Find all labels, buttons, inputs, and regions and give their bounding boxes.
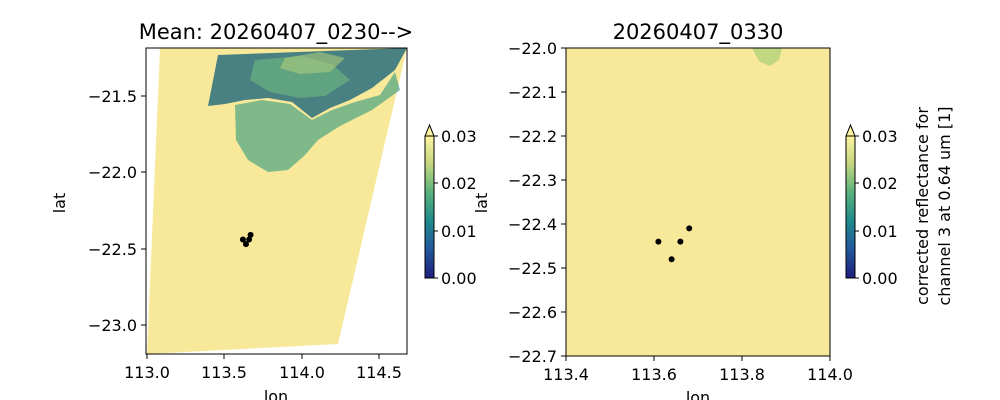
panel2-scatter-point	[668, 256, 675, 263]
panel2-cbar-label-line1: corrected reflectance for	[913, 107, 932, 305]
panel1-mid-region	[235, 72, 400, 172]
panel2-ytick: −22.7	[508, 347, 557, 366]
panel2-plot-area	[566, 48, 830, 356]
panel1-cbar-tick: 0.01	[441, 222, 477, 241]
panel2-title: 20260407_0330	[613, 20, 784, 45]
panel1-yaxis: −21.5 −22.0 −22.5 −23.0	[88, 87, 146, 335]
panel1-scatter-point	[247, 231, 254, 238]
panel2-xtick: 114.0	[807, 365, 853, 384]
panel1-scatter-point	[239, 236, 246, 243]
panel2-ytick: −22.0	[508, 39, 557, 58]
panel2-xtick: 113.6	[631, 365, 677, 384]
panel2-scatter-point	[655, 238, 662, 245]
panel2-cbar-tick: 0.00	[862, 269, 898, 288]
panel2-xtick: 113.4	[543, 365, 589, 384]
panel1-plot-area	[147, 48, 407, 354]
panel2-points	[655, 225, 693, 263]
panel1-title: Mean: 20260407_0230-->	[139, 20, 414, 45]
panel2-colorbar: 0.03 0.02 0.01 0.00 corrected reflectanc…	[845, 106, 954, 306]
panel2-edge-patch	[752, 48, 782, 66]
panel1-colorbar: 0.03 0.02 0.01 0.00	[424, 123, 477, 288]
panel1-xlabel: lon	[264, 387, 288, 400]
panel1-xtick: 113.0	[124, 363, 170, 382]
panel1-cbar-tick: 0.00	[441, 269, 477, 288]
panel2-yaxis: −22.0 −22.1 −22.2 −22.3 −22.4 −22.5 −22.…	[508, 39, 566, 366]
panel1-scatter-point	[243, 241, 249, 248]
panel1-ylabel: lat	[50, 193, 69, 214]
panel1-points	[239, 231, 254, 248]
panel1-ytick: −21.5	[88, 87, 137, 106]
panel1-xtick: 113.5	[201, 363, 247, 382]
panel2-ytick: −22.3	[508, 171, 557, 190]
panel1-ytick: −22.0	[88, 163, 137, 182]
panel2-frame	[565, 47, 831, 357]
panel2-ytick: −22.5	[508, 259, 557, 278]
panel2-xtick: 113.8	[719, 365, 765, 384]
panel2-xlabel: lon	[686, 388, 710, 400]
panel2-cbar-tick: 0.03	[862, 127, 898, 146]
panel2-cbar-tick: 0.02	[862, 174, 898, 193]
panel2-ylabel: lat	[472, 193, 491, 214]
panel1-xtick: 114.0	[279, 363, 325, 382]
panel1-xtick: 114.5	[356, 363, 402, 382]
panel1-light-patch	[280, 52, 345, 74]
panel1-scatter-point	[246, 236, 253, 243]
panel1-ytick: −23.0	[88, 316, 137, 335]
panel2-scatter-point	[677, 238, 684, 245]
panel1-xaxis: 113.0 113.5 114.0 114.5	[124, 354, 402, 382]
panel2-xaxis: 113.4 113.6 113.8 114.0	[543, 356, 853, 384]
panel2-cbar-label-line2: channel 3 at 0.64 um [1]	[935, 106, 954, 305]
panel1-cbar-tick: 0.02	[441, 174, 477, 193]
panel1-frame	[145, 47, 408, 355]
panel2-scatter-point	[686, 225, 693, 232]
panel1-ytick: −22.5	[88, 240, 137, 259]
panel2-ytick: −22.6	[508, 303, 557, 322]
panel2-field	[566, 48, 830, 356]
panel2-ytick: −22.2	[508, 127, 557, 146]
panel2-ytick: −22.1	[508, 83, 557, 102]
panel2-ytick: −22.4	[508, 215, 557, 234]
panel2-cbar-tick: 0.01	[862, 222, 898, 241]
panel1-cbar-tick: 0.03	[441, 127, 477, 146]
